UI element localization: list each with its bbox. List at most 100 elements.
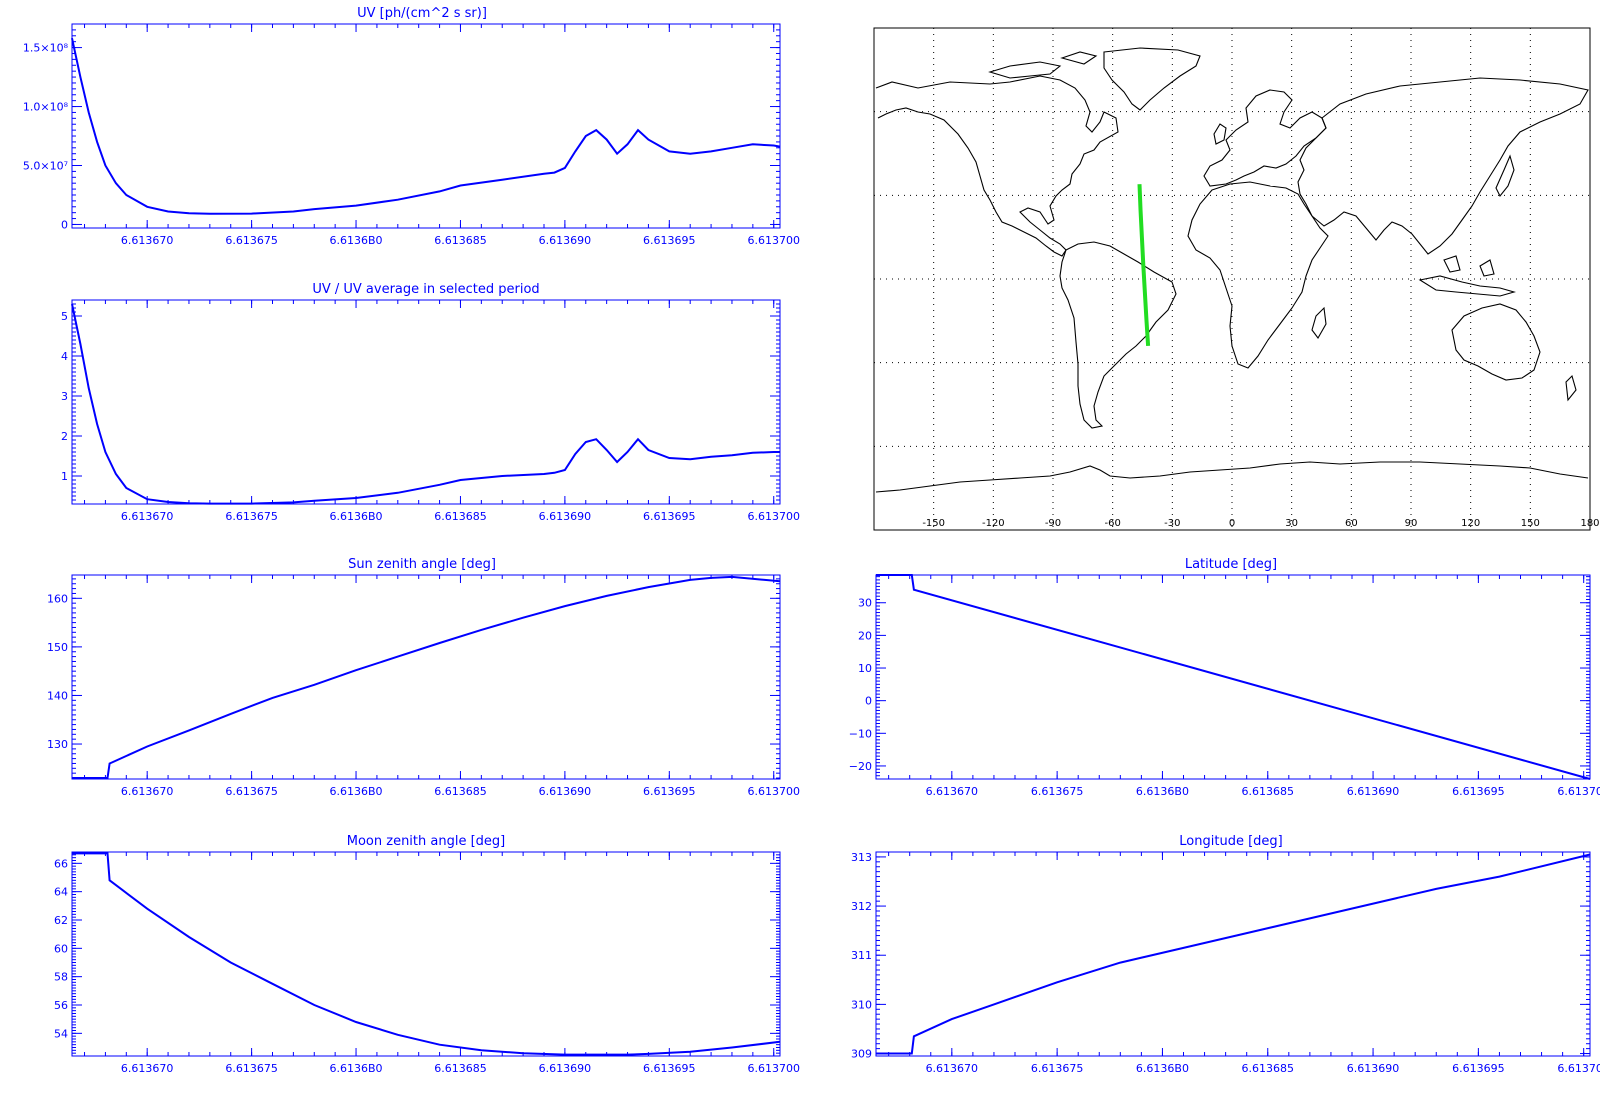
x-tick-label: 6.613695 bbox=[643, 785, 696, 798]
x-tick-label: 6.613690 bbox=[539, 510, 592, 523]
x-tick-label: 6.613695 bbox=[1452, 1062, 1505, 1075]
y-tick-label: 5 bbox=[61, 310, 68, 323]
map-lon-tick-label: 60 bbox=[1345, 518, 1358, 529]
moon-zenith-series-line bbox=[72, 852, 781, 1056]
satellite-track bbox=[1137, 184, 1151, 347]
x-tick-label: 6.613685 bbox=[1242, 1062, 1295, 1075]
y-tick-label: 160 bbox=[47, 592, 68, 605]
sun-zenith-title: Sun zenith angle [deg] bbox=[348, 557, 496, 572]
x-tick-label: 6.613685 bbox=[434, 510, 487, 523]
longitude-ticks: 6.613670 6.613675 6.6136B0 6.613685 6.613690… bbox=[851, 851, 1600, 1075]
x-tick-label: 6.613690 bbox=[1347, 785, 1400, 798]
y-tick-label: 309 bbox=[851, 1048, 872, 1061]
coast-madagascar bbox=[1311, 306, 1327, 339]
uv-ratio-panel: UV / UV average in selected period 6.613… bbox=[61, 282, 800, 523]
x-tick-label: 6.613690 bbox=[539, 785, 592, 798]
y-tick-label: 1 bbox=[61, 470, 68, 483]
latitude-plot-frame bbox=[875, 574, 1591, 780]
sun-zenith-panel: Sun zenith angle [deg] 6.613670 6.613675 6… bbox=[47, 557, 800, 798]
x-tick-label: 6.613690 bbox=[1347, 1062, 1400, 1075]
sun-zenith-plot-frame bbox=[71, 574, 781, 780]
y-tick-label: 30 bbox=[858, 597, 872, 610]
coast-arctic-islands bbox=[988, 51, 1098, 79]
x-tick-label: 6.613700 bbox=[1557, 1062, 1600, 1075]
longitude-title: Longitude [deg] bbox=[1179, 834, 1282, 849]
x-tick-label: 6.613670 bbox=[121, 510, 174, 523]
map-frame bbox=[873, 27, 1591, 531]
longitude-series-line bbox=[876, 853, 1591, 1055]
y-tick-label: 5.0×10⁷ bbox=[23, 160, 68, 173]
y-tick-label: 140 bbox=[47, 689, 68, 702]
uv-plot-frame bbox=[71, 23, 781, 229]
latitude-series-line bbox=[876, 574, 1591, 780]
y-tick-label: 312 bbox=[851, 900, 872, 913]
y-tick-label: 4 bbox=[61, 350, 68, 363]
latitude-panel: Latitude [deg] 6.613670 6.613675 6.6136B0 6… bbox=[849, 557, 1600, 798]
moon-zenith-ticks: 6.613670 6.613675 6.6136B0 6.613685 6.613690… bbox=[54, 851, 800, 1075]
x-tick-label: 6.613670 bbox=[121, 785, 174, 798]
longitude-plot-frame bbox=[875, 851, 1591, 1057]
x-tick-label: 6.613685 bbox=[434, 785, 487, 798]
world-map-panel: -150 -120 -90 -60 -30 0 30 60 90 120 150 180 bbox=[873, 27, 1600, 531]
x-tick-label: 6.613675 bbox=[1031, 1062, 1084, 1075]
y-tick-label: 54 bbox=[54, 1027, 68, 1040]
coast-south-america bbox=[1059, 241, 1177, 429]
x-tick-label: 6.613690 bbox=[539, 1062, 592, 1075]
x-tick-label: 6.613675 bbox=[1031, 785, 1084, 798]
y-tick-label: 10 bbox=[858, 662, 872, 675]
x-tick-label: 6.6136B0 bbox=[330, 1062, 383, 1075]
x-tick-label: 6.613670 bbox=[121, 1062, 174, 1075]
x-tick-label: 6.6136B0 bbox=[1136, 785, 1189, 798]
map-lon-tick-label: 180 bbox=[1580, 518, 1599, 529]
coast-africa bbox=[1187, 181, 1329, 369]
x-tick-label: 6.613685 bbox=[1242, 785, 1295, 798]
uv-series-line bbox=[71, 37, 781, 215]
y-tick-label: 62 bbox=[54, 914, 68, 927]
y-tick-label: 311 bbox=[851, 949, 872, 962]
uv-panel: UV [ph/(cm^2 s sr)] 6.613670 6.613675 6.61… bbox=[23, 6, 800, 247]
x-tick-label: 6.613700 bbox=[747, 1062, 800, 1075]
x-tick-label: 6.613675 bbox=[225, 234, 278, 247]
x-tick-label: 6.6136B0 bbox=[330, 234, 383, 247]
x-tick-label: 6.613675 bbox=[225, 1062, 278, 1075]
map-coastlines bbox=[875, 47, 1589, 493]
y-tick-label: 310 bbox=[851, 998, 872, 1011]
x-tick-label: 6.613685 bbox=[434, 1062, 487, 1075]
coast-antarctica bbox=[875, 461, 1589, 493]
uv-title: UV [ph/(cm^2 s sr)] bbox=[357, 6, 487, 21]
map-lon-ticks: -150 -120 -90 -60 -30 0 30 60 90 120 150 180 bbox=[922, 518, 1599, 529]
x-tick-label: 6.613690 bbox=[539, 234, 592, 247]
coast-asia bbox=[1297, 77, 1589, 255]
sun-zenith-series-line bbox=[72, 575, 781, 779]
x-tick-label: 6.613700 bbox=[1557, 785, 1600, 798]
map-lon-tick-label: 150 bbox=[1521, 518, 1540, 529]
y-tick-label: 3 bbox=[61, 390, 68, 403]
uv-ratio-series-line bbox=[71, 303, 780, 505]
y-tick-label: 20 bbox=[858, 629, 872, 642]
map-lon-tick-label: -90 bbox=[1045, 518, 1061, 529]
map-lon-tick-label: 120 bbox=[1461, 518, 1480, 529]
y-tick-label: 0 bbox=[61, 218, 68, 231]
coast-uk bbox=[1213, 123, 1227, 145]
map-lon-tick-label: 0 bbox=[1229, 518, 1235, 529]
x-tick-label: 6.613675 bbox=[225, 510, 278, 523]
coast-europe bbox=[1203, 89, 1327, 187]
y-tick-label: 58 bbox=[54, 971, 68, 984]
sun-zenith-ticks: 6.613670 6.613675 6.6136B0 6.613685 6.613690… bbox=[47, 575, 800, 798]
y-tick-label: 66 bbox=[54, 857, 68, 870]
x-tick-label: 6.613695 bbox=[643, 510, 696, 523]
x-tick-label: 6.613675 bbox=[225, 785, 278, 798]
moon-zenith-title: Moon zenith angle [deg] bbox=[347, 834, 505, 849]
x-tick-label: 6.613695 bbox=[643, 234, 696, 247]
y-tick-label: 64 bbox=[54, 886, 68, 899]
y-tick-label: −10 bbox=[849, 727, 872, 740]
latitude-ticks: 6.613670 6.613675 6.6136B0 6.613685 6.613690… bbox=[849, 575, 1600, 798]
coast-new-zealand bbox=[1565, 374, 1577, 402]
coast-japan bbox=[1495, 154, 1515, 198]
map-lon-tick-label: -150 bbox=[922, 518, 945, 529]
coast-indonesia bbox=[1418, 255, 1517, 297]
x-tick-label: 6.613685 bbox=[434, 234, 487, 247]
y-tick-label: 0 bbox=[865, 695, 872, 708]
moon-zenith-plot-frame bbox=[71, 851, 781, 1057]
